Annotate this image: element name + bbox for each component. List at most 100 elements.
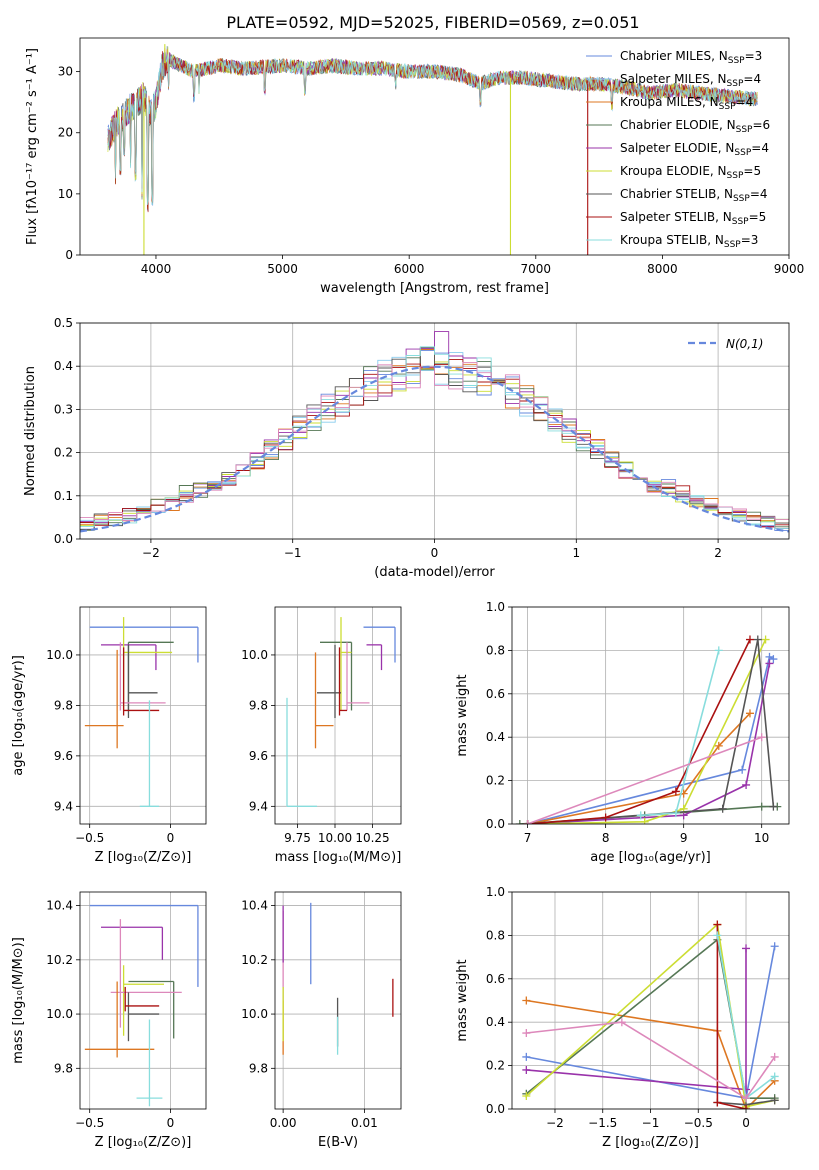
x-tick-label: 8	[602, 831, 610, 845]
weight-line	[526, 1021, 776, 1100]
legend-subscript: SSP	[728, 56, 745, 66]
weight-marker	[738, 765, 747, 774]
x-axis-label: Z [log₁₀(Z/Z⊙)]	[95, 1135, 192, 1150]
y-tick-label: 9.8	[54, 698, 73, 712]
y-tick-label: 10.0	[241, 1007, 268, 1021]
weight-marker	[761, 635, 770, 644]
histogram-step	[80, 347, 789, 530]
spectrum-series	[107, 44, 758, 255]
age_vs_mass-frame	[274, 606, 402, 825]
x-tick-label: 0	[742, 1116, 750, 1130]
legend-subscript: SSP	[724, 240, 741, 250]
y-tick-label: 10.0	[46, 648, 73, 662]
x-tick-label: 0	[167, 1116, 175, 1130]
weight_vs_age-frame	[511, 606, 790, 825]
weight-marker	[636, 811, 645, 820]
x-tick-label: 4000	[141, 262, 172, 276]
y-tick-label: 10.0	[241, 648, 268, 662]
gaussian-curve	[80, 365, 789, 533]
weight-marker	[671, 787, 680, 796]
y-axis-label: Normed distribution	[23, 366, 38, 496]
weight-line	[527, 639, 751, 824]
y-tick-label: 9.8	[249, 698, 268, 712]
legend-entry: Kroupa STELIB, NSSP=3	[620, 233, 758, 250]
y-tick-label: 0.4	[486, 730, 505, 744]
ebv-axes: 0.00 0.01 9.8 10.0 10.2 10.4 E(B-V)	[241, 892, 401, 1150]
weight-marker	[523, 820, 532, 824]
y-tick-label: 9.6	[249, 749, 268, 763]
weight-marker	[522, 1065, 531, 1074]
weight-marker	[718, 804, 727, 813]
weight-marker	[770, 1096, 779, 1105]
ebv-frame	[274, 891, 402, 1110]
weight-marker	[522, 1091, 531, 1100]
weight-marker	[742, 780, 751, 789]
legend-count: =3	[745, 49, 763, 63]
legend-entry: Chabrier STELIB, NSSP=4	[620, 187, 768, 204]
spectrum-line-kroupa-stelib	[107, 51, 758, 206]
mass_vs_Z-axes: −0.5 0 9.8 10.0 10.2 10.4 Z [log₁₀(Z/Z⊙)] mass …	[11, 892, 206, 1150]
x-tick-label: 7	[524, 831, 532, 845]
weight-marker	[757, 802, 766, 811]
x-axis-label: mass [log₁₀(M/M⊙)]	[275, 850, 402, 865]
legend-count: =4	[736, 95, 754, 109]
y-tick-label: 10.4	[46, 899, 73, 913]
weight-marker	[640, 817, 649, 824]
y-tick-label: 1.0	[486, 885, 505, 899]
weight-marker	[522, 1029, 531, 1038]
y-tick-label: 10	[58, 187, 73, 201]
x-tick-label: −1	[284, 546, 302, 560]
weight-line	[527, 655, 774, 824]
x-tick-label: 10.00	[318, 831, 352, 845]
x-tick-label: 9000	[774, 262, 805, 276]
x-axis-label: wavelength [Angstrom, rest frame]	[320, 281, 549, 296]
legend-entry: Salpeter MILES, NSSP=4	[620, 72, 761, 89]
y-tick-label: 0.0	[486, 817, 505, 831]
y-axis-label: Flux [fλ10⁻¹⁷ erg cm⁻² s⁻¹ A⁻¹]	[25, 48, 40, 245]
x-tick-label: 10	[754, 831, 769, 845]
weight-marker	[745, 709, 754, 718]
weight-line	[527, 712, 751, 824]
mass_vs_Z-frame	[79, 891, 207, 1110]
residuals-frame	[79, 322, 790, 540]
age_vs_mass-points	[286, 617, 396, 807]
y-axis-label: age [log₁₀(age/yr)]	[11, 655, 26, 776]
age_vs_Z-points	[84, 617, 199, 807]
x-tick-label: 0.01	[351, 1116, 378, 1130]
legend-entry: Kroupa ELODIE, NSSP=5	[620, 164, 761, 181]
weight-marker	[742, 1094, 751, 1103]
y-tick-label: 0.5	[54, 316, 73, 330]
spectrum-axes: 4000 5000 6000 7000 8000 9000 0 10 20 30 wavelengt…	[25, 48, 804, 296]
y-tick-label: 0.3	[54, 402, 73, 416]
legend-subscript: SSP	[734, 148, 751, 158]
y-tick-label: 10.2	[241, 953, 268, 967]
figure-title: PLATE=0592, MJD=52025, FIBERID=0569, z=0…	[226, 13, 639, 32]
y-tick-label: 1.0	[486, 600, 505, 614]
age_vs_Z-axes: −0.5 0 9.4 9.6 9.8 10.0 Z [log₁₀(Z/Z⊙)] age [lo…	[11, 607, 206, 865]
y-tick-label: 0.8	[486, 928, 505, 942]
weight-line	[527, 639, 767, 824]
weight-marker	[770, 1072, 779, 1081]
legend-subscript: SSP	[719, 102, 736, 112]
x-tick-label: −0.5	[75, 831, 104, 845]
y-tick-label: 0.2	[486, 1059, 505, 1073]
age_vs_mass-axes: 9.75 10.00 10.25 9.4 9.6 9.8 10.0 mass [log₁₀(M…	[241, 607, 401, 865]
x-tick-label: 8000	[647, 262, 678, 276]
y-tick-label: 10.4	[241, 899, 268, 913]
legend-subscript: SSP	[727, 171, 744, 181]
spectrum-legend: Chabrier MILES, NSSP=3 Salpeter MILES, NS…	[586, 49, 770, 250]
weight-marker	[714, 741, 723, 750]
y-tick-label: 10.2	[46, 953, 73, 967]
legend-subscript: SSP	[732, 217, 749, 227]
weight-marker	[601, 813, 610, 822]
y-tick-label: 0.4	[54, 359, 73, 373]
x-tick-label: 6000	[394, 262, 425, 276]
y-axis-label: mass weight	[455, 674, 470, 756]
weight-marker	[714, 646, 723, 655]
x-tick-label: −1	[642, 1116, 660, 1130]
y-tick-label: 0.4	[486, 1015, 505, 1029]
weight-marker	[671, 809, 680, 818]
weight-marker	[769, 802, 778, 811]
weight_vs_age-axes: 7 8 9 10 0.0 0.2 0.4 0.6 0.8 1.0 age [log₁₀(age/yr…	[455, 600, 789, 865]
legend-subscript: SSP	[727, 79, 744, 89]
